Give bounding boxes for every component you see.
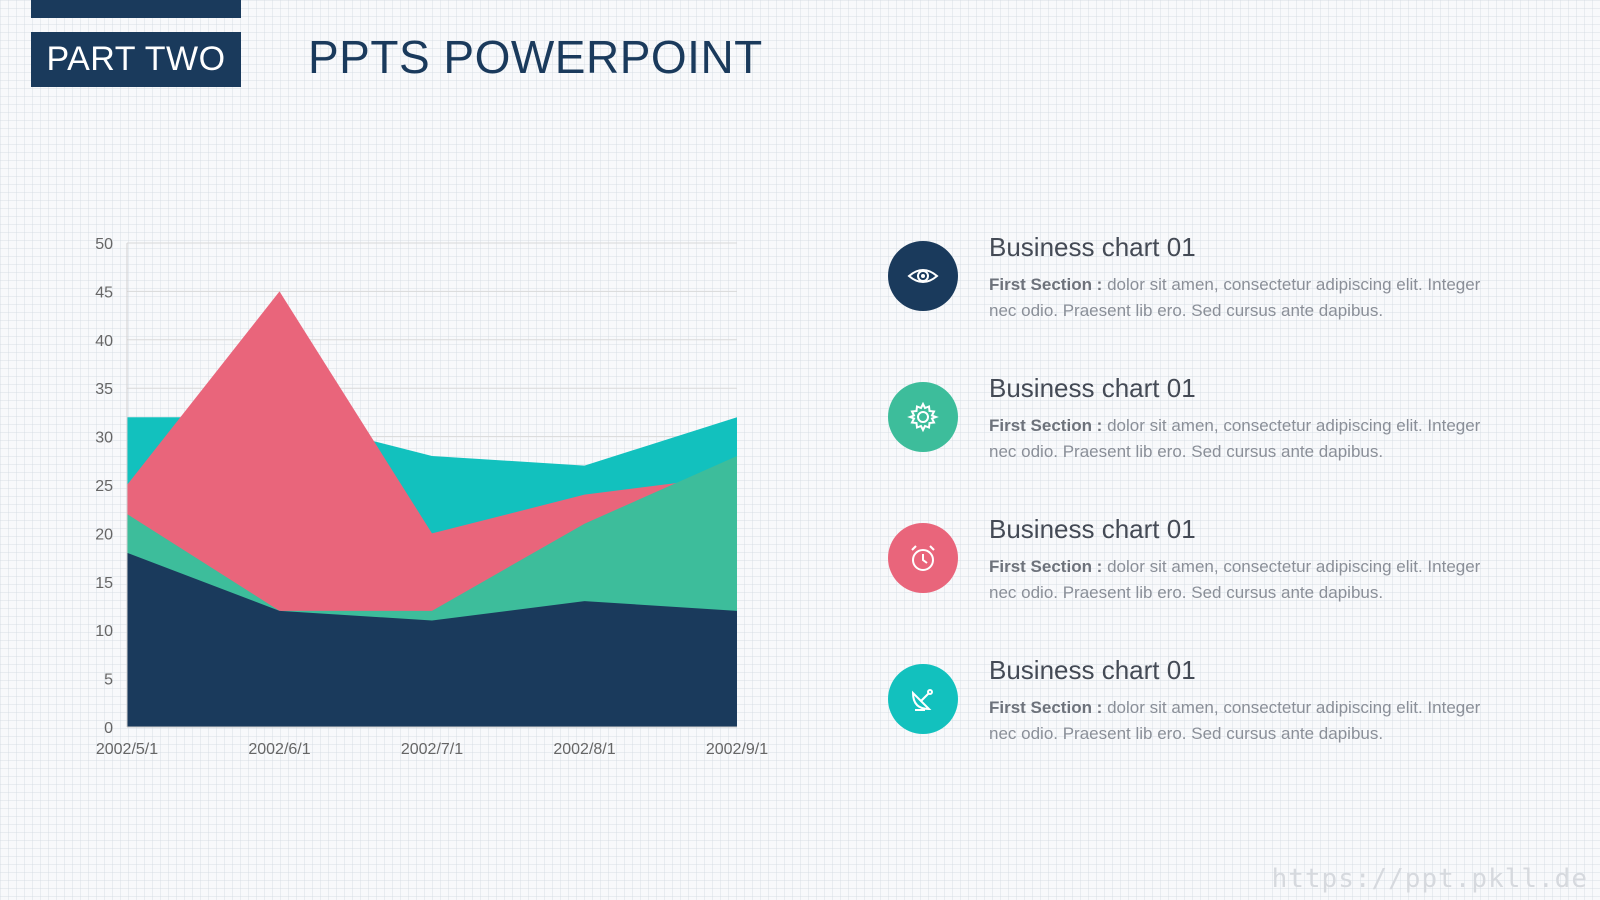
item-text: dolor sit amen, consectetur adipiscing e… xyxy=(989,416,1481,461)
gear-icon xyxy=(907,401,939,433)
y-tick-label: 45 xyxy=(95,284,113,301)
y-tick-label: 30 xyxy=(95,430,113,447)
icon-circle xyxy=(888,523,958,593)
x-tick-label: 2002/5/1 xyxy=(96,741,158,758)
item-text: dolor sit amen, consectetur adipiscing e… xyxy=(989,698,1481,743)
y-tick-label: 20 xyxy=(95,526,113,543)
y-tick-label: 10 xyxy=(95,623,113,640)
item-label: First Section : xyxy=(989,275,1103,294)
item-description: First Section : dolor sit amen, consecte… xyxy=(989,695,1499,747)
icon-circle xyxy=(888,241,958,311)
y-tick-label: 5 xyxy=(104,672,113,689)
page-title: PPTS POWERPOINT xyxy=(308,31,763,83)
icon-circle xyxy=(888,664,958,734)
list-item: Business chart 01 First Section : dolor … xyxy=(885,373,1505,493)
item-label: First Section : xyxy=(989,557,1103,576)
y-tick-label: 35 xyxy=(95,381,113,398)
y-tick-label: 0 xyxy=(104,720,113,737)
x-tick-label: 2002/9/1 xyxy=(706,741,768,758)
item-text: dolor sit amen, consectetur adipiscing e… xyxy=(989,275,1481,320)
item-heading: Business chart 01 xyxy=(989,232,1196,262)
y-tick-label: 15 xyxy=(95,575,113,592)
x-tick-label: 2002/6/1 xyxy=(248,741,310,758)
item-description: First Section : dolor sit amen, consecte… xyxy=(989,272,1499,324)
y-tick-label: 25 xyxy=(95,478,113,495)
satellite-dish-icon xyxy=(911,689,933,711)
x-tick-label: 2002/7/1 xyxy=(401,741,463,758)
item-label: First Section : xyxy=(989,698,1103,717)
y-tick-label: 40 xyxy=(95,333,113,350)
chart-svg: 0 5 10 15 20 25 30 35 40 45 50 2002/5/1 2002/6/1 2002… xyxy=(95,236,768,758)
item-description: First Section : dolor sit amen, consecte… xyxy=(989,413,1499,465)
item-text: dolor sit amen, consectetur adipiscing e… xyxy=(989,557,1481,602)
eye-icon xyxy=(907,269,939,283)
item-description: First Section : dolor sit amen, consecte… xyxy=(989,554,1499,606)
list-item: Business chart 01 First Section : dolor … xyxy=(885,232,1505,352)
watermark: https://ppt.pkll.de xyxy=(1271,864,1588,894)
area-chart: 0 5 10 15 20 25 30 35 40 45 50 2002/5/1 2002/6/1 2002… xyxy=(0,0,820,800)
item-heading: Business chart 01 xyxy=(989,655,1196,685)
part-label: PART TWO xyxy=(31,32,241,87)
item-heading: Business chart 01 xyxy=(989,514,1196,544)
list-item: Business chart 01 First Section : dolor … xyxy=(885,514,1505,634)
list-item: Business chart 01 First Section : dolor … xyxy=(885,655,1505,775)
item-label: First Section : xyxy=(989,416,1103,435)
y-tick-label: 50 xyxy=(95,236,113,253)
alarm-clock-icon xyxy=(911,545,935,571)
top-accent-bar xyxy=(31,0,241,18)
icon-circle xyxy=(888,382,958,452)
series-area xyxy=(127,552,737,727)
x-tick-label: 2002/8/1 xyxy=(553,741,615,758)
item-heading: Business chart 01 xyxy=(989,373,1196,403)
